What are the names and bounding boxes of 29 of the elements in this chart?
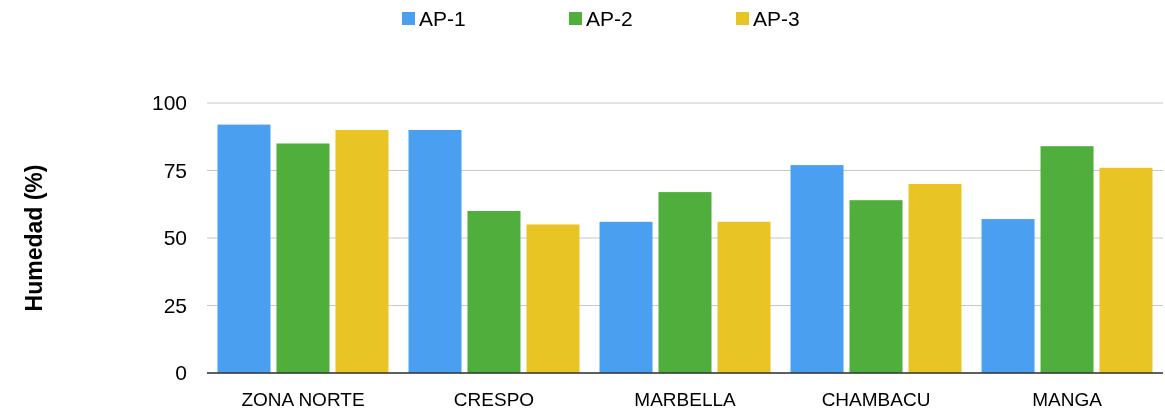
y-axis-title: Humedad (%) bbox=[21, 164, 47, 312]
bar bbox=[217, 124, 271, 373]
legend-label: AP-1 bbox=[419, 7, 466, 31]
y-tick-label: 50 bbox=[163, 226, 187, 250]
bar bbox=[467, 211, 521, 373]
x-tick-label: MANGA bbox=[1032, 389, 1103, 410]
bar bbox=[408, 130, 462, 373]
y-tick-label: 25 bbox=[163, 293, 187, 317]
bar bbox=[658, 192, 712, 373]
bar bbox=[849, 200, 903, 373]
legend-label: AP-2 bbox=[586, 7, 633, 31]
bar bbox=[908, 184, 962, 373]
bar bbox=[526, 224, 580, 373]
y-tick-label: 100 bbox=[151, 91, 187, 115]
bar bbox=[335, 130, 389, 373]
bar bbox=[1099, 167, 1153, 373]
legend-label: AP-3 bbox=[753, 7, 800, 31]
x-tick-label: CRESPO bbox=[453, 389, 535, 410]
x-tick-label: CHAMBACU bbox=[821, 389, 931, 410]
bar bbox=[276, 143, 330, 373]
bar bbox=[599, 221, 653, 373]
y-tick-label: 75 bbox=[163, 158, 187, 182]
y-tick-label: 0 bbox=[175, 361, 187, 385]
x-tick-label: ZONA NORTE bbox=[241, 389, 365, 410]
bar bbox=[790, 165, 844, 373]
x-tick-label: MARBELLA bbox=[634, 389, 737, 410]
bar bbox=[1040, 146, 1094, 373]
bar bbox=[981, 219, 1035, 373]
bar bbox=[717, 221, 771, 373]
